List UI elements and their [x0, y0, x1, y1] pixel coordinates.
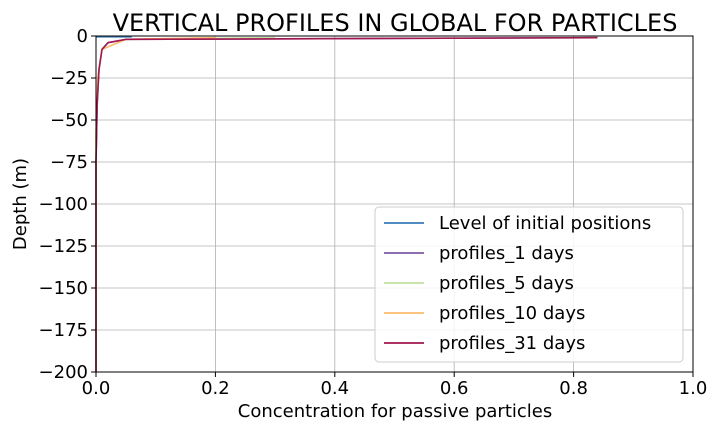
x-tick-label: 0.8 [559, 378, 588, 399]
series-line-3 [95, 36, 276, 372]
x-tick-label: 0.6 [440, 378, 469, 399]
y-tick-label: −50 [50, 110, 88, 131]
legend-label: profiles_5 days [439, 273, 574, 294]
x-axis-label: Concentration for passive particles [238, 401, 552, 422]
series-line-4 [95, 36, 216, 372]
x-tick-label: 0.2 [201, 378, 230, 399]
legend-box [374, 206, 684, 363]
y-tick-label: −25 [50, 68, 88, 89]
y-tick-label: 0 [77, 26, 88, 47]
legend-label: profiles_10 days [439, 303, 585, 324]
x-tick-label: 0.0 [82, 378, 111, 399]
x-tick-label: 0.4 [320, 378, 349, 399]
y-tick-label: −150 [39, 278, 88, 299]
y-tick-label: −125 [39, 236, 88, 257]
y-axis-ticks: 0 −25 −50 −75 −100 −125 −150 −175 −200 [39, 26, 96, 383]
x-tick-label: 1.0 [679, 378, 708, 399]
chart-title: VERTICAL PROFILES IN GLOBAL FOR PARTICLE… [113, 9, 678, 37]
legend-label: profiles_1 days [439, 243, 574, 264]
x-axis-ticks: 0.0 0.2 0.4 0.6 0.8 1.0 [82, 372, 708, 399]
legend-label: profiles_31 days [439, 333, 585, 354]
y-axis-label: Depth (m) [10, 158, 31, 250]
y-tick-label: −75 [50, 152, 88, 173]
y-tick-label: −100 [39, 194, 88, 215]
y-tick-label: −175 [39, 320, 88, 341]
legend: Level of initial positions profiles_1 day… [374, 206, 684, 363]
legend-label: Level of initial positions [439, 213, 651, 234]
y-tick-label: −200 [39, 362, 88, 383]
